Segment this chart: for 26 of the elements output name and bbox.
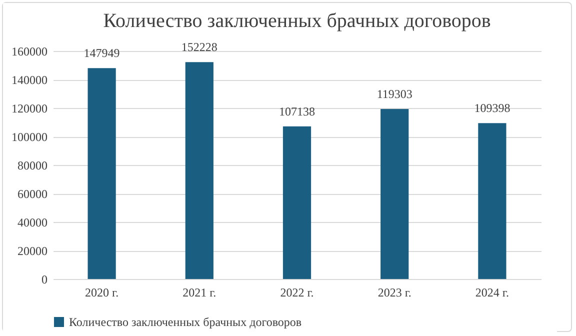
y-tick-label: 120000	[12, 102, 48, 116]
bar	[88, 68, 116, 279]
y-tick-label: 100000	[12, 130, 48, 144]
data-label: 147949	[84, 46, 120, 60]
y-tick-label: 80000	[18, 158, 48, 172]
data-label: 109398	[474, 101, 510, 116]
data-label: 107138	[279, 104, 315, 118]
data-label: 119303	[376, 86, 412, 101]
x-tick-label: 2024 г.	[475, 286, 509, 300]
bar	[185, 62, 214, 279]
y-tick-label: 160000	[12, 44, 48, 58]
y-tick-label: 140000	[12, 73, 48, 87]
x-tick-label: 2022 г.	[280, 286, 314, 300]
y-tick-label: 20000	[18, 244, 48, 258]
bar	[478, 123, 506, 279]
chart-title: Количество заключенных брачных договоров	[103, 10, 491, 32]
x-tick-label: 2021 г.	[182, 286, 216, 300]
bar	[282, 126, 312, 279]
x-tick-label: 2023 г.	[378, 286, 412, 300]
y-tick-label: 0	[42, 272, 48, 286]
legend-label: Количество заключенных брачных договоров	[69, 315, 302, 329]
data-label: 152228	[181, 40, 218, 54]
y-tick-label: 40000	[18, 216, 48, 230]
y-tick-label: 60000	[18, 187, 48, 201]
x-tick-label: 2020 г.	[85, 286, 119, 300]
bar	[380, 108, 409, 279]
